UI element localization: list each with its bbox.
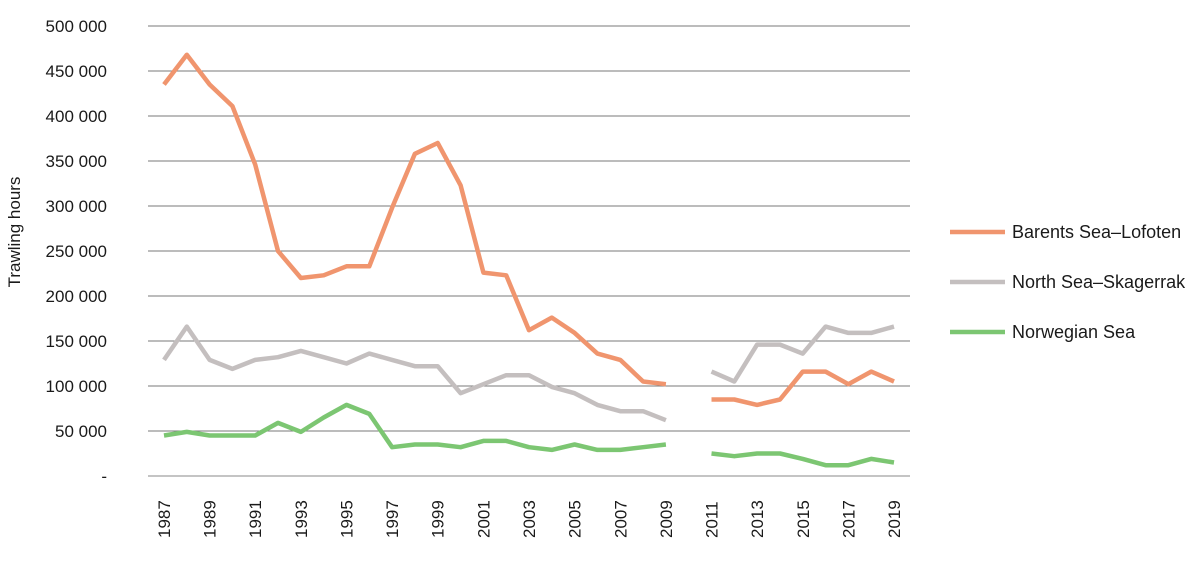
legend-label: North Sea–Skagerrak — [1012, 272, 1186, 292]
series-line-1 — [162, 324, 667, 423]
series-line-2 — [711, 451, 895, 468]
series-lines — [162, 52, 895, 468]
y-tick-label: 350 000 — [46, 152, 107, 171]
x-tick-label: 2007 — [611, 500, 630, 538]
gridlines — [148, 25, 910, 432]
y-tick-label: 300 000 — [46, 197, 107, 216]
legend-label: Barents Sea–Lofoten — [1012, 222, 1181, 242]
x-tick-label: 2013 — [748, 500, 767, 538]
legend-label: Norwegian Sea — [1012, 322, 1136, 342]
y-tick-label: 400 000 — [46, 107, 107, 126]
x-tick-label: 2005 — [566, 500, 585, 538]
series-line-2 — [163, 402, 667, 453]
legend: Barents Sea–Lofoten North Sea–Skagerrak No… — [950, 222, 1186, 342]
y-axis-tick-labels: - 50 000 100 000 150 000 200 000 250 000 300 0… — [46, 17, 107, 486]
x-tick-label: 2019 — [885, 500, 904, 538]
x-tick-label: 1997 — [383, 500, 402, 538]
x-tick-label: 2011 — [703, 501, 722, 538]
x-tick-label: 2001 — [474, 500, 493, 538]
x-tick-label: 2015 — [794, 500, 813, 538]
y-tick-label: 200 000 — [46, 287, 107, 306]
x-tick-label: 2017 — [839, 500, 858, 538]
series-line-0 — [711, 369, 895, 408]
x-tick-label: 1991 — [246, 500, 265, 538]
y-tick-label: 450 000 — [46, 62, 107, 81]
x-tick-label: 1995 — [337, 500, 356, 538]
x-tick-label: 1989 — [201, 500, 220, 538]
series-line-0 — [162, 52, 667, 387]
y-tick-label: 50 000 — [55, 422, 107, 441]
x-tick-label: 2003 — [520, 500, 539, 538]
x-tick-label: 2009 — [657, 500, 676, 538]
y-tick-label: - — [101, 467, 107, 486]
x-tick-label: 1987 — [155, 500, 174, 538]
y-tick-label: 100 000 — [46, 377, 107, 396]
series-line-1 — [710, 324, 895, 384]
y-tick-label: 500 000 — [46, 17, 107, 36]
x-axis-tick-labels: 1987 1989 1991 1993 1995 1997 1999 2001 2003 2005… — [155, 500, 904, 538]
x-tick-label: 1999 — [429, 500, 448, 538]
y-axis-label: Trawling hours — [5, 177, 24, 288]
x-tick-label: 1993 — [292, 500, 311, 538]
y-tick-label: 250 000 — [46, 242, 107, 261]
y-tick-label: 150 000 — [46, 332, 107, 351]
